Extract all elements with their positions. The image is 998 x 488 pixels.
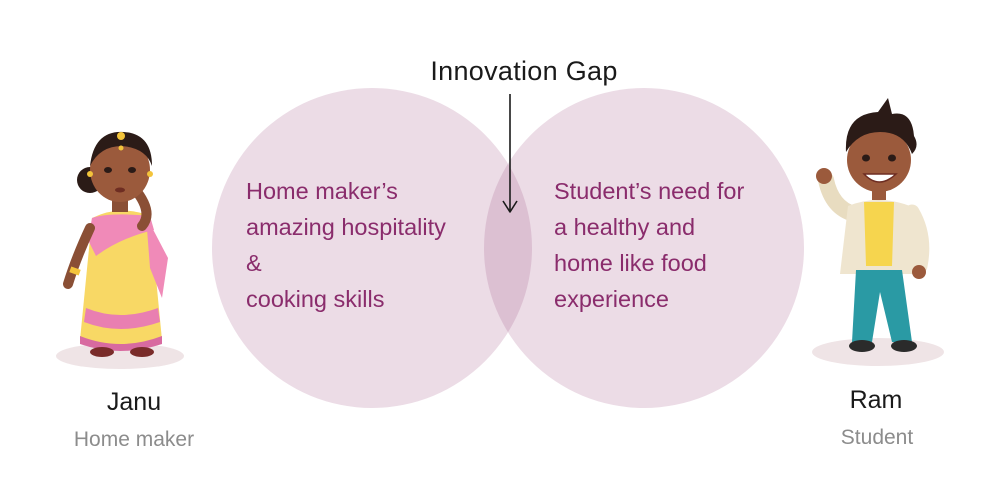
right-circle-text: Student’s need for a healthy and home li… bbox=[554, 173, 744, 317]
ram-role: Student bbox=[840, 426, 914, 449]
left-circle bbox=[212, 88, 532, 408]
left-circle-line: amazing hospitality bbox=[246, 214, 446, 240]
ram-illustration bbox=[812, 98, 944, 366]
right-circle-line: experience bbox=[554, 286, 669, 312]
ram-name: Ram bbox=[849, 386, 903, 414]
right-circle-line: home like food bbox=[554, 250, 707, 276]
ram-shadow bbox=[812, 338, 944, 366]
janu-role: Home maker bbox=[73, 428, 195, 451]
janu-illustration bbox=[56, 131, 184, 369]
left-circle-text: Home maker’s amazing hospitality & cooki… bbox=[246, 173, 446, 317]
diagram-title: Innovation Gap bbox=[430, 56, 618, 86]
right-circle bbox=[484, 88, 804, 408]
janu-name: Janu bbox=[106, 388, 162, 416]
left-circle-line: & bbox=[246, 250, 262, 276]
left-circle-line: cooking skills bbox=[246, 286, 385, 312]
right-circle-line: Student’s need for bbox=[554, 178, 745, 204]
right-circle-line: a healthy and bbox=[554, 214, 696, 240]
arrow-icon bbox=[502, 94, 518, 213]
left-circle-line: Home maker’s bbox=[246, 178, 398, 204]
